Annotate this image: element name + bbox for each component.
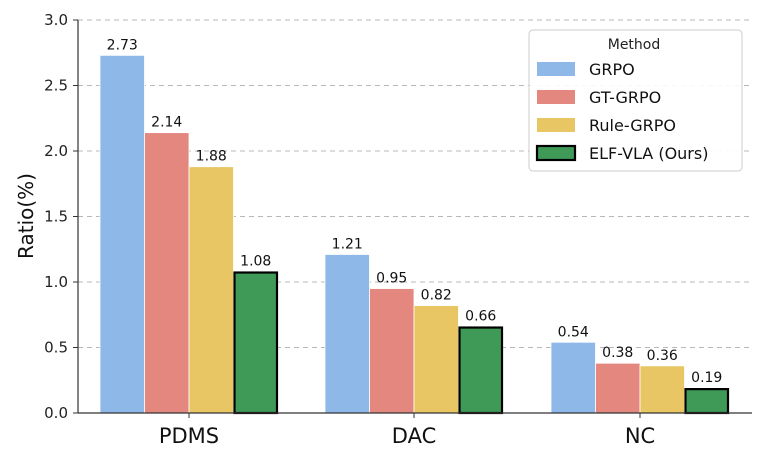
- legend-title: Method: [608, 37, 661, 53]
- x-tick-label: DAC: [392, 424, 436, 448]
- data-label: 0.19: [691, 370, 722, 386]
- y-tick-label: 2.0: [44, 142, 68, 160]
- data-label: 0.54: [558, 324, 589, 340]
- legend-items: GRPO GT-GRPO Rule-GRPO ELF-VLA (Ours): [535, 60, 708, 163]
- data-label: 0.82: [421, 288, 452, 304]
- data-label: 1.21: [332, 236, 363, 252]
- bar-gt-grpo-nc: [595, 362, 641, 414]
- legend-swatch: [537, 118, 575, 132]
- data-label: 0.95: [376, 271, 407, 287]
- legend-swatch: [535, 144, 577, 162]
- y-tick-label: 1.5: [44, 208, 68, 226]
- data-label: 0.36: [647, 348, 678, 364]
- legend-label: Rule-GRPO: [589, 116, 676, 135]
- x-tick-label: NC: [625, 424, 655, 448]
- data-label: 2.14: [151, 115, 182, 131]
- y-tick-label: 1.0: [44, 273, 68, 291]
- legend-label: GRPO: [589, 60, 635, 79]
- y-ticks: 0.0 0.5 1.0 1.5 2.0 2.5 3.0: [44, 11, 78, 422]
- data-label: 1.88: [196, 149, 227, 165]
- x-ticks: PDMS DAC NC: [159, 413, 655, 448]
- y-tick-label: 3.0: [44, 11, 68, 29]
- bar-elf-vla-ours-nc: [684, 388, 730, 415]
- bars: [99, 54, 730, 415]
- bar-rule-grpo-nc: [639, 365, 685, 414]
- data-label: 1.08: [240, 254, 271, 270]
- data-label: 2.73: [107, 37, 138, 53]
- x-tick-label: PDMS: [159, 424, 219, 448]
- data-labels: 2.73 2.14 1.88 1.08 1.21 0.95 0.82 0.66 0.54 0.38…: [107, 37, 723, 386]
- legend-label: ELF-VLA (Ours): [589, 144, 708, 163]
- y-tick-label: 2.5: [44, 77, 68, 95]
- data-label: 0.66: [465, 309, 496, 325]
- legend-box: [528, 29, 743, 172]
- bar-rule-grpo-dac: [413, 305, 459, 414]
- data-label: 0.38: [602, 345, 633, 361]
- legend-swatch: [537, 90, 575, 104]
- bar-grpo-nc: [550, 341, 596, 414]
- legend-label: GT-GRPO: [589, 88, 661, 107]
- bar-elf-vla-ours-pdms: [233, 271, 279, 415]
- y-axis-label: Ratio(%): [14, 173, 38, 259]
- bar-rule-grpo-pdms: [188, 166, 234, 414]
- y-tick-label: 0.0: [44, 404, 68, 422]
- y-tick-label: 0.5: [44, 339, 68, 357]
- bar-elf-vla-ours-dac: [458, 326, 504, 415]
- legend-swatch: [537, 62, 575, 76]
- bar-gt-grpo-pdms: [144, 132, 190, 414]
- bar-grpo-pdms: [99, 54, 145, 414]
- legend: Method GRPO GT-GRPO Rule-GRPO ELF-VLA (Ours…: [528, 29, 743, 172]
- bar-gt-grpo-dac: [369, 288, 415, 414]
- bar-grpo-dac: [324, 254, 370, 414]
